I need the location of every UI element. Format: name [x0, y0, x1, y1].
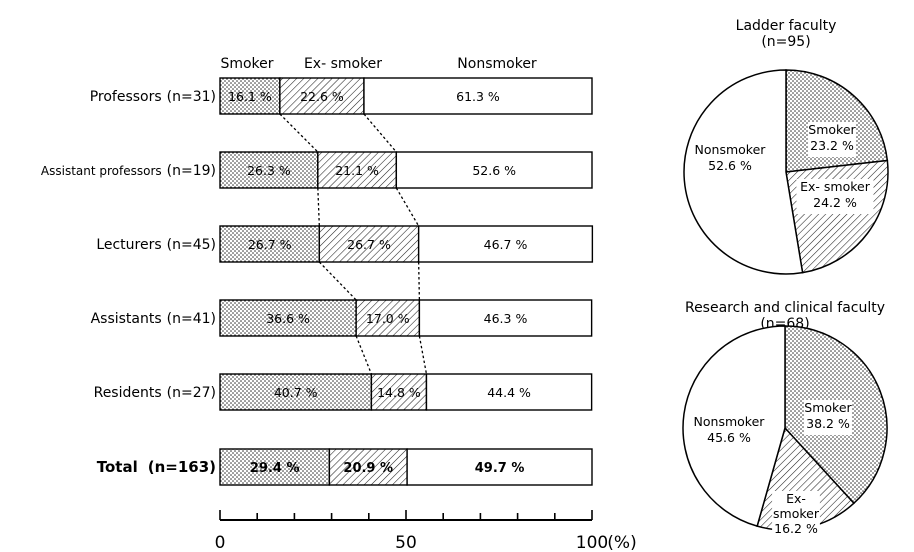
- connector-line: [317, 187, 320, 227]
- pie-label-background: [808, 122, 856, 157]
- bar-segment-nonsmoker: [363, 77, 593, 115]
- pie-label-background: [804, 400, 852, 435]
- pie-research-clinical-faculty: Research and clinical faculty(n=68)Smoke…: [682, 300, 888, 539]
- pie-label-background: [796, 179, 874, 214]
- bar-value-label: 46.3 %: [484, 311, 528, 326]
- bar-segment-nonsmoker: [418, 299, 593, 337]
- x-axis-unit: (%): [607, 533, 636, 552]
- x-tick-label: 100: [576, 533, 608, 552]
- bar-value-label: 29.4 %: [250, 461, 300, 476]
- bar-segment-exsmoker: [355, 299, 421, 337]
- bar-category-labels: Professors (n=31) Assistant professors (n=1…: [41, 89, 216, 476]
- bar-segment-smoker: [219, 448, 331, 486]
- bar-value-label: 16.1 %: [228, 89, 272, 104]
- bar-segment-exsmoker: [370, 373, 428, 411]
- pie-title: Research and clinical faculty: [685, 300, 885, 316]
- category-label: Lecturers (n=45): [96, 237, 216, 253]
- bar-value-label: 21.1 %: [335, 163, 379, 178]
- pie-label-background: [772, 491, 820, 539]
- pie-label: Nonsmoker: [695, 142, 767, 157]
- pie-label: 45.6 %: [707, 430, 751, 445]
- bar-value-label: 17.0 %: [366, 311, 410, 326]
- x-axis: 0 50 100 (%): [215, 510, 637, 552]
- pie-label: 52.6 %: [708, 158, 752, 173]
- pie-slice-exsmoker: [785, 159, 889, 274]
- x-tick-label: 0: [215, 533, 226, 552]
- pie-label: 24.2 %: [813, 195, 857, 210]
- bar-value-label: 46.7 %: [484, 237, 528, 252]
- connector-line: [279, 113, 319, 153]
- pie-title: Ladder faculty: [736, 18, 837, 34]
- pie-slice-nonsmoker: [683, 69, 804, 275]
- stacked-bars: 16.1 % 22.6 % 61.3 % 26.3 % 21.1 % 52.6 % 26.7…: [219, 77, 594, 486]
- category-label: Residents (n=27): [94, 385, 216, 401]
- pie-label: Ex-: [786, 491, 806, 506]
- bar-value-label: 52.6 %: [472, 163, 516, 178]
- header-ex-smoker: Ex- smoker: [304, 56, 382, 72]
- pie-subtitle: (n=95): [761, 34, 810, 50]
- category-label: Assistant professors (n=19): [41, 163, 216, 179]
- bar-value-label: 40.7 %: [274, 385, 318, 400]
- bar-value-label: 22.6 %: [300, 89, 344, 104]
- pie-label: 38.2 %: [806, 416, 850, 431]
- header-nonsmoker: Nonsmoker: [457, 56, 537, 72]
- bar-segment-exsmoker: [328, 448, 408, 486]
- bar-segment-exsmoker: [318, 225, 420, 263]
- category-label: Total (n=163): [97, 458, 216, 476]
- bar-value-label: 36.6 %: [266, 311, 310, 326]
- category-label: Assistants (n=41): [91, 311, 216, 327]
- bar-value-label: 61.3 %: [456, 89, 500, 104]
- pie-label: Ex- smoker: [800, 179, 871, 194]
- connector-lines: [279, 113, 428, 375]
- pie-label: Nonsmoker: [694, 414, 766, 429]
- bar-headers: Smoker Ex- smoker Nonsmoker: [220, 56, 536, 72]
- bar-segment-nonsmoker: [425, 373, 593, 411]
- bar-value-label: 20.9 %: [343, 461, 393, 476]
- bar-value-label: 26.7 %: [347, 237, 391, 252]
- bar-segment-smoker: [219, 77, 281, 115]
- pie-label: 23.2 %: [810, 138, 854, 153]
- connector-line: [318, 261, 357, 301]
- connector-line: [395, 187, 420, 227]
- bar-value-label: 44.4 %: [487, 385, 531, 400]
- connector-line: [355, 335, 373, 375]
- bar-value-label: 49.7 %: [475, 461, 525, 476]
- pie-label: smoker: [773, 506, 820, 521]
- bar-segment-nonsmoker: [417, 225, 594, 263]
- pie-label: 16.2 %: [774, 521, 818, 536]
- bar-value-label: 14.8 %: [377, 385, 421, 400]
- bar-segment-exsmoker: [317, 151, 398, 189]
- pie-slice-nonsmoker: [682, 325, 786, 528]
- bar-segment-nonsmoker: [395, 151, 593, 189]
- bar-segment-nonsmoker: [406, 448, 593, 486]
- bar-value-label: 26.3 %: [247, 163, 291, 178]
- connector-line: [418, 335, 428, 375]
- connector-line: [363, 113, 397, 153]
- bar-segment-smoker: [219, 225, 321, 263]
- connector-line: [417, 261, 421, 301]
- category-label: Professors (n=31): [90, 89, 216, 105]
- pie-label: Smoker: [804, 400, 852, 415]
- bar-segment-smoker: [219, 299, 357, 337]
- bar-segment-smoker: [219, 151, 319, 189]
- pie-label: Smoker: [808, 122, 856, 137]
- header-smoker: Smoker: [220, 56, 273, 72]
- bar-value-label: 26.7 %: [248, 237, 292, 252]
- x-tick-label: 50: [395, 533, 417, 552]
